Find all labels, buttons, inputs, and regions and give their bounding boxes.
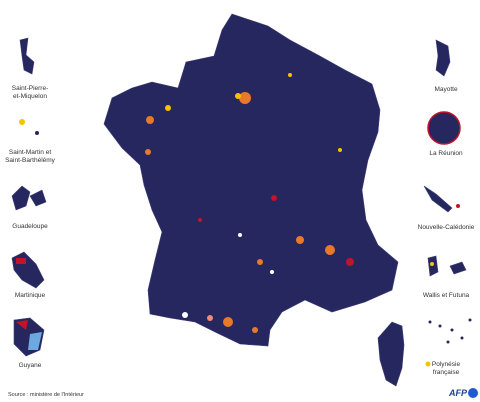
territory-label: Guadeloupe (12, 223, 48, 230)
island (450, 328, 454, 332)
highlight (346, 258, 354, 266)
territory-label: Polynésie (432, 361, 461, 368)
territory-label: française (433, 369, 460, 376)
highlight (296, 236, 304, 244)
territory-label: Saint-Barthélémy (5, 157, 56, 164)
highlight (288, 73, 292, 77)
highlight (238, 233, 242, 237)
guadeloupe-shape (11, 185, 47, 211)
highlight (145, 149, 151, 155)
highlight (456, 204, 460, 208)
highlight (338, 148, 342, 152)
highlight (257, 259, 263, 265)
saint-martin-shape (19, 119, 25, 125)
wallis-shape (427, 255, 439, 277)
island (438, 324, 442, 328)
island (428, 320, 432, 324)
highlight (239, 92, 251, 104)
highlight (425, 361, 431, 367)
map-highlights (145, 73, 354, 333)
highlight (223, 317, 233, 327)
futuna-shape (449, 261, 467, 275)
highlight (270, 270, 274, 274)
logo-mark (468, 388, 478, 398)
highlight (16, 258, 26, 264)
polynesie-shape (425, 318, 472, 367)
saint-barthelemy-shape (35, 131, 39, 135)
territory-label: Saint-Pierre- (12, 85, 48, 92)
logo: AFP (448, 388, 468, 398)
territory-label: Saint-Martin et (9, 149, 51, 156)
territory-label: Mayotte (434, 86, 458, 93)
highlight (28, 332, 42, 350)
highlight (235, 93, 241, 99)
territory-label: La Réunion (429, 150, 463, 157)
highlight (325, 245, 335, 255)
highlight (146, 116, 154, 124)
highlight (16, 320, 28, 330)
reunion-shape (427, 111, 461, 145)
highlight (271, 195, 277, 201)
nouvelle-caledonie-shape (423, 185, 453, 213)
island (468, 318, 472, 322)
saint-pierre-shape (19, 37, 35, 75)
territory-label: Nouvelle-Calédonie (418, 224, 475, 231)
territory-label: Martinique (15, 292, 46, 299)
highlight (207, 315, 213, 321)
highlight (198, 218, 202, 222)
highlight (182, 312, 188, 318)
island (446, 340, 450, 344)
territory-label: Wallis et Futuna (423, 292, 470, 299)
island (460, 336, 464, 340)
highlight (430, 262, 434, 266)
mayotte-shape (435, 39, 451, 77)
territory-label: et-Miquelon (13, 93, 47, 100)
source: Source : ministère de l'Intérieur (8, 392, 84, 398)
france-mainland (103, 13, 399, 347)
highlight (165, 105, 171, 111)
territory-label: Guyane (19, 362, 42, 369)
corsica (377, 321, 405, 387)
highlight (252, 327, 258, 333)
